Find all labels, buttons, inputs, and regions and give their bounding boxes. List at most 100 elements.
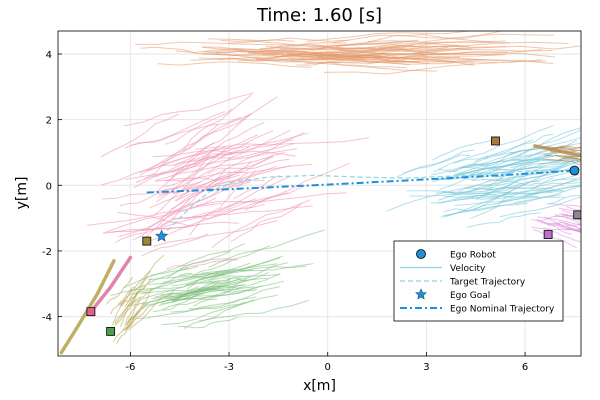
agent-trajectory-cyan	[402, 154, 470, 174]
agent-trajectory-green	[123, 243, 245, 289]
agent-trajectory-pink	[218, 176, 290, 211]
y-tick-label: 4	[46, 50, 52, 61]
plot-frame	[57, 30, 582, 357]
agent-trajectory-orange	[201, 53, 437, 72]
agent-markers	[86, 136, 581, 336]
agent-trajectory-cyan	[430, 191, 511, 204]
agent-trajectory-pink	[230, 203, 302, 243]
agent-trajectory-pink	[173, 96, 278, 167]
agent-trajectory-brown	[124, 309, 140, 332]
legend-entry: Ego Nominal Trajectory	[400, 305, 555, 315]
agent-trajectory-pink	[152, 149, 296, 157]
agent-trajectory-magenta	[547, 224, 581, 231]
agent-trajectory-pink	[161, 153, 233, 166]
agent-trajectory-orange	[258, 58, 420, 63]
agent-trajectory-orange	[227, 43, 458, 55]
agent-trajectory-brown-right	[542, 159, 581, 165]
agent-trajectory-green	[208, 277, 269, 283]
agent-trajectory-orange	[367, 33, 555, 43]
agent-trajectory-cyan	[471, 155, 553, 181]
agent-trajectory-orange	[332, 33, 493, 44]
agent-trajectory-cyan	[517, 142, 581, 158]
pink-square	[86, 307, 96, 317]
agent-trajectory-pink	[124, 156, 209, 180]
agent-trajectory-orange	[247, 49, 500, 56]
agent-trajectory-green	[110, 267, 189, 297]
agent-trajectory-orange	[220, 39, 327, 47]
agent-trajectory-cyan	[509, 137, 581, 154]
agent-trajectory-orange	[248, 52, 410, 66]
agent-trajectory-magenta	[558, 213, 581, 220]
agent-trajectory-pink	[86, 202, 222, 226]
agent-trajectory-pink	[185, 203, 265, 220]
agent-trajectory-orange	[296, 61, 407, 69]
agent-trajectory-magenta	[564, 223, 581, 230]
agent-trajectory-magenta	[565, 217, 581, 224]
agent-trajectory-orange	[274, 40, 506, 58]
agent-trajectory-pink	[152, 220, 278, 247]
x-tick-label: -3	[224, 362, 234, 373]
agent-trajectory-brown	[111, 299, 125, 326]
agent-trajectory-pink	[194, 137, 369, 150]
gray-square	[573, 210, 581, 220]
agent-trajectory-green	[208, 229, 325, 268]
legend-label: Target Trajectory	[449, 278, 526, 288]
agent-trajectory-pink	[211, 199, 311, 248]
legend-ego-robot-symbol	[416, 249, 426, 259]
agent-trajectory-cyan	[525, 184, 581, 197]
agent-trajectory-magenta	[555, 214, 581, 222]
agent-trajectory-cyan	[509, 153, 581, 169]
agent-trajectory-pink	[139, 112, 253, 176]
agent-trajectory-magenta	[567, 226, 581, 232]
agent-trajectory-pink	[165, 258, 236, 270]
agent-trajectory-pink	[132, 192, 196, 241]
agent-trajectory-green	[128, 296, 257, 320]
agent-trajectory-pink	[164, 108, 233, 145]
agent-trajectory-pink	[174, 165, 277, 201]
y-tick-label: 2	[46, 116, 52, 127]
agent-trajectory-magenta	[533, 229, 577, 249]
legend-entry: Ego Robot	[416, 249, 496, 261]
legend-ego-goal-symbol	[415, 288, 427, 300]
x-tick-label: -6	[125, 362, 135, 373]
agent-trajectory-cyan	[470, 177, 554, 219]
agent-trajectory-brown	[112, 303, 156, 343]
agent-trajectory-magenta	[558, 207, 581, 213]
agent-trajectory-pink	[133, 157, 195, 189]
x-tick-label: 0	[325, 362, 331, 373]
agent-trajectory-pink	[100, 113, 179, 158]
ego-robot-marker	[569, 165, 580, 176]
agent-trajectory-brown	[105, 276, 134, 305]
agent-trajectory-green	[152, 288, 208, 313]
agent-trajectory-pink	[175, 174, 233, 202]
agent-trajectory-magenta	[565, 206, 581, 211]
agent-trajectory-pink	[207, 158, 290, 175]
agent-trajectory-magenta	[531, 219, 568, 225]
agent-trajectory-pink	[214, 165, 292, 185]
agent-trajectory-green	[170, 286, 281, 313]
agent-trajectory-pink	[117, 197, 217, 238]
agent-trajectory-pink	[139, 114, 251, 173]
agent-trajectory-orange	[323, 59, 543, 75]
agent-trajectory-pink	[179, 259, 239, 270]
agent-trajectory-cyan	[547, 185, 581, 192]
agent-trajectory-brown	[122, 302, 148, 331]
legend-label: Ego Goal	[450, 291, 490, 301]
agent-trajectory-cyan	[552, 173, 581, 182]
magenta-square	[543, 230, 553, 239]
agent-trajectory-orange	[259, 42, 347, 50]
agent-trajectory-green	[212, 289, 258, 293]
agent-trajectory-pink	[158, 141, 215, 191]
agent-trajectory-brown	[128, 290, 175, 331]
agent-trajectory-brown-right	[544, 154, 581, 158]
agent-trajectory-cyan	[442, 190, 565, 196]
agent-trajectory-brown	[120, 291, 138, 327]
agent-trajectory-green	[128, 288, 212, 307]
agent-trajectory-cyan	[409, 192, 513, 198]
y-tick-label: 0	[46, 181, 52, 192]
agent-trajectory-magenta	[544, 216, 581, 226]
y-tick-label: -4	[42, 313, 52, 324]
agent-trajectory-pink	[141, 233, 209, 257]
agent-trajectory-brown-right	[544, 146, 581, 152]
ego-layer	[146, 165, 580, 242]
